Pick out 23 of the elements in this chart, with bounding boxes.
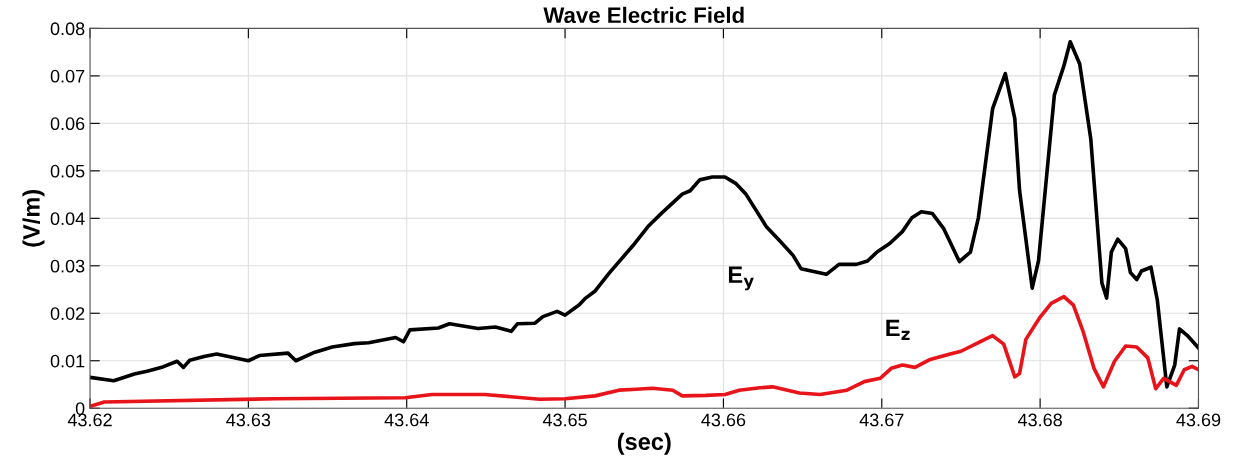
x-tick-label: 43.66 <box>701 413 746 427</box>
series-label: E$_{z}$ <box>886 319 910 340</box>
line-series <box>90 39 1199 389</box>
y-tick-label: 0.05 <box>50 164 85 178</box>
x-tick-label: 43.63 <box>226 413 271 427</box>
y-tick-label: 0.02 <box>50 307 85 320</box>
y-axis-title: (V/m) <box>22 189 45 247</box>
y-tick-label: 0.03 <box>50 259 85 273</box>
x-tick-label: 43.65 <box>542 413 587 427</box>
y-tick-label: 0.04 <box>50 212 85 226</box>
x-tick-label: 43.68 <box>1017 413 1062 427</box>
x-tick-label: 43.64 <box>384 413 429 427</box>
y-tick-label: 0.01 <box>50 354 85 368</box>
y-tick-label: 0.06 <box>50 117 85 131</box>
series-label: E$_{y}$ <box>728 266 754 291</box>
x-tick-label: 43.67 <box>859 413 904 427</box>
x-tick-label: 43.69 <box>1176 413 1221 427</box>
y-tick-label: 0 <box>75 402 85 415</box>
chart-title: Wave Electric Field <box>543 6 744 24</box>
x-tick-label: 43.62 <box>67 413 112 427</box>
y-tick-label: 0.08 <box>50 22 85 36</box>
y-tick-label: 0.07 <box>50 69 85 83</box>
x-axis-title: (sec) <box>617 432 671 455</box>
